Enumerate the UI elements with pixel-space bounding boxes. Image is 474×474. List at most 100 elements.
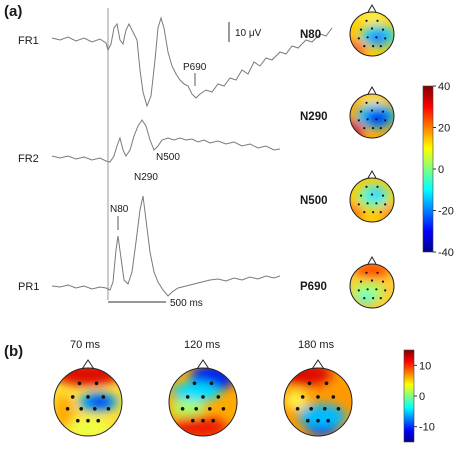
electrode-dot <box>379 127 382 130</box>
electrode-dot <box>365 271 368 274</box>
electrode-dot <box>370 279 374 282</box>
electrode-dot <box>192 381 197 386</box>
electrode-dot <box>375 202 378 205</box>
topomap-120ms <box>168 359 238 437</box>
trace-label-fr2: FR2 <box>18 153 39 165</box>
topomap-label-180ms: 180 ms <box>298 339 335 351</box>
colorbar-b-ticks: 10 0 -10 <box>414 360 435 434</box>
electrode-dot <box>381 110 385 113</box>
annotation-p690: P690 <box>183 62 207 73</box>
electrode-dot <box>65 407 70 411</box>
electrode-dot <box>381 194 385 197</box>
electrode-dot <box>185 395 190 399</box>
electrode-dot <box>375 288 378 291</box>
electrode-dot <box>359 280 363 283</box>
electrode-dot <box>370 193 374 196</box>
electrode-dot <box>194 407 198 411</box>
electrode-dot <box>180 407 185 411</box>
electrode-dot <box>295 407 300 411</box>
electrode-dots-bottom <box>65 381 341 423</box>
electrode-dot <box>363 297 366 300</box>
electrode-dot <box>93 407 97 411</box>
electrode-dot <box>376 101 379 104</box>
electrode-dot <box>300 395 305 399</box>
electrode-dot <box>375 36 378 39</box>
electrode-dot <box>372 297 375 300</box>
electrode-dot <box>79 407 83 411</box>
electrode-dot <box>376 185 379 188</box>
electrode-dot <box>384 37 387 40</box>
electrode-dot <box>359 28 363 31</box>
electrode-dot <box>306 418 310 423</box>
topomap-label-120ms: 120 ms <box>184 339 221 351</box>
electrode-dot <box>357 37 360 40</box>
annotation-n290: N290 <box>134 172 158 183</box>
electrode-dot <box>376 19 379 22</box>
topomap-label-n290: N290 <box>300 111 328 123</box>
trace-label-pr1: PR1 <box>18 281 39 293</box>
trace-fr2 <box>51 119 281 163</box>
electrode-dot <box>381 280 385 283</box>
electrode-dot <box>365 19 368 22</box>
colorbar-a-ticks: 40 20 0 -20 -40 <box>433 81 454 259</box>
electrode-dot <box>370 109 374 112</box>
annotation-n500: N500 <box>156 152 180 163</box>
electrode-dot <box>323 407 327 411</box>
colorbar-tick-label: 20 <box>438 123 450 135</box>
electrode-dot <box>372 127 375 130</box>
topomap-label-n80: N80 <box>300 29 321 41</box>
electrode-dot <box>357 119 360 122</box>
electrode-dot <box>381 28 385 31</box>
voltage-scale-label: 10 μV <box>235 28 262 39</box>
topomap-label-p690: P690 <box>300 281 327 293</box>
electrode-dot <box>366 36 369 39</box>
electrode-dot <box>376 271 379 274</box>
electrode-dot <box>384 289 387 292</box>
electrode-dot <box>366 288 369 291</box>
electrode-dot <box>77 381 82 386</box>
electrode-dot <box>70 395 75 399</box>
topomap-n80 <box>349 3 395 57</box>
electrode-dot <box>326 418 331 423</box>
topomap-p690 <box>349 255 395 309</box>
electrode-dot <box>86 395 90 399</box>
colorbar-tick-label: 0 <box>419 391 425 403</box>
panel-a-label: (a) <box>4 3 22 20</box>
colorbar-tick-label: 0 <box>438 164 444 176</box>
colorbar-tick-label: 10 <box>419 360 431 372</box>
topomap-label-70ms: 70 ms <box>70 339 100 351</box>
electrode-dot <box>211 418 215 423</box>
trace-fr1 <box>51 16 333 108</box>
electrode-dot <box>363 211 366 214</box>
electrode-dot <box>94 381 99 386</box>
electrode-dot <box>201 418 205 423</box>
colorbar-b <box>403 349 415 443</box>
electrode-dot <box>216 395 221 399</box>
topomap-label-n500: N500 <box>300 195 328 207</box>
electrode-dot <box>96 418 100 423</box>
electrode-dot <box>309 407 314 411</box>
electrode-dot <box>379 45 382 48</box>
topomap-70ms <box>53 359 123 437</box>
electrode-dot <box>208 407 212 411</box>
electrode-dot <box>316 418 320 423</box>
electrode-dot <box>384 203 387 206</box>
electrode-dot <box>366 118 369 121</box>
panel-b-label: (b) <box>4 343 23 360</box>
colorbar-tick-label: -40 <box>438 247 454 259</box>
trace-label-fr1: FR1 <box>18 35 39 47</box>
electrode-dot <box>363 45 366 48</box>
electrode-dot <box>101 395 106 399</box>
topomap-n500 <box>349 169 395 223</box>
electrode-dot <box>76 418 80 423</box>
electrode-dot <box>384 119 387 122</box>
electrode-dot <box>370 27 374 30</box>
electrode-dot <box>209 381 214 386</box>
electrode-dot <box>324 381 329 386</box>
electrode-dot <box>86 418 90 423</box>
colorbar-tick-label: -10 <box>419 422 435 434</box>
colorbar-tick-label: -20 <box>438 206 454 218</box>
topomap-180ms <box>283 359 353 437</box>
electrode-dot <box>363 127 366 130</box>
